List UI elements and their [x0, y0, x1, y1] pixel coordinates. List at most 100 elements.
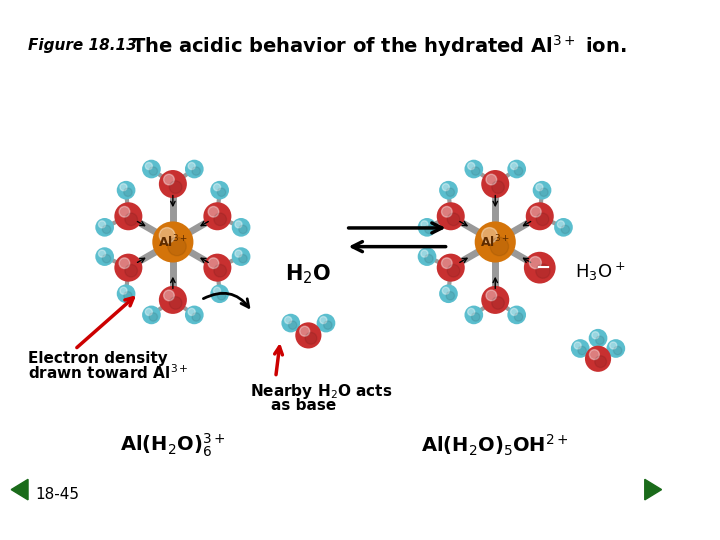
- Circle shape: [102, 254, 111, 263]
- Text: The acidic behavior of the hydrated Al$^{3+}$ ion.: The acidic behavior of the hydrated Al$^…: [131, 33, 626, 59]
- Circle shape: [486, 290, 497, 301]
- Circle shape: [441, 206, 452, 217]
- Circle shape: [300, 326, 310, 336]
- Circle shape: [169, 296, 182, 309]
- Circle shape: [114, 254, 143, 282]
- Circle shape: [526, 202, 554, 230]
- Circle shape: [159, 170, 187, 198]
- Circle shape: [486, 174, 497, 185]
- Circle shape: [425, 225, 433, 234]
- Circle shape: [492, 181, 505, 193]
- Circle shape: [145, 163, 153, 170]
- Circle shape: [210, 285, 229, 303]
- Circle shape: [149, 167, 158, 176]
- Circle shape: [536, 265, 549, 277]
- Circle shape: [490, 237, 508, 256]
- Circle shape: [142, 160, 161, 178]
- Circle shape: [442, 184, 449, 191]
- Circle shape: [472, 313, 480, 321]
- Circle shape: [418, 218, 436, 237]
- Circle shape: [217, 292, 226, 300]
- Circle shape: [169, 181, 182, 193]
- Circle shape: [439, 285, 458, 303]
- Circle shape: [99, 221, 106, 228]
- Circle shape: [446, 292, 454, 300]
- Circle shape: [437, 202, 464, 230]
- Circle shape: [514, 313, 523, 321]
- Circle shape: [289, 321, 297, 329]
- Circle shape: [188, 163, 195, 170]
- Circle shape: [421, 221, 428, 228]
- Circle shape: [163, 174, 174, 185]
- Circle shape: [125, 265, 138, 277]
- Circle shape: [239, 254, 247, 263]
- Circle shape: [540, 188, 548, 197]
- Circle shape: [232, 247, 251, 266]
- Circle shape: [536, 213, 549, 226]
- Circle shape: [574, 342, 581, 349]
- Circle shape: [482, 227, 498, 243]
- Circle shape: [214, 265, 227, 277]
- Circle shape: [554, 218, 573, 237]
- Circle shape: [95, 218, 114, 237]
- Circle shape: [421, 250, 428, 257]
- Circle shape: [447, 265, 460, 277]
- Circle shape: [585, 346, 611, 372]
- Circle shape: [610, 342, 617, 349]
- Circle shape: [589, 329, 608, 348]
- Text: Al$^{3+}$: Al$^{3+}$: [480, 234, 510, 250]
- Circle shape: [526, 254, 554, 282]
- Circle shape: [474, 221, 516, 262]
- Circle shape: [124, 292, 132, 300]
- Circle shape: [508, 306, 526, 324]
- Circle shape: [117, 285, 135, 303]
- Circle shape: [571, 339, 590, 358]
- Circle shape: [168, 237, 186, 256]
- Circle shape: [557, 221, 564, 228]
- Text: H$_3$O$^+$: H$_3$O$^+$: [575, 261, 625, 283]
- Circle shape: [510, 308, 518, 315]
- Circle shape: [606, 339, 625, 358]
- Circle shape: [232, 218, 251, 237]
- Circle shape: [464, 160, 483, 178]
- Circle shape: [282, 314, 300, 333]
- Circle shape: [305, 333, 317, 344]
- Circle shape: [447, 213, 460, 226]
- Circle shape: [510, 163, 518, 170]
- Circle shape: [492, 296, 505, 309]
- Text: drawn toward Al$^{3+}$: drawn toward Al$^{3+}$: [28, 363, 189, 382]
- Text: H$_2$O: H$_2$O: [285, 263, 331, 287]
- Circle shape: [590, 349, 599, 360]
- Circle shape: [481, 170, 509, 198]
- Circle shape: [508, 160, 526, 178]
- Circle shape: [185, 160, 204, 178]
- Circle shape: [214, 213, 227, 226]
- Circle shape: [163, 290, 174, 301]
- Text: Al$^{3+}$: Al$^{3+}$: [158, 234, 188, 250]
- Circle shape: [208, 206, 219, 217]
- Circle shape: [217, 188, 226, 197]
- Text: Figure 18.13: Figure 18.13: [28, 38, 137, 53]
- Circle shape: [578, 346, 586, 355]
- Circle shape: [114, 202, 143, 230]
- Circle shape: [192, 313, 200, 321]
- Circle shape: [533, 181, 552, 200]
- Circle shape: [317, 314, 336, 333]
- Circle shape: [464, 306, 483, 324]
- Circle shape: [595, 336, 604, 345]
- Circle shape: [214, 184, 220, 191]
- Circle shape: [441, 258, 452, 268]
- Circle shape: [468, 308, 474, 315]
- Circle shape: [561, 225, 570, 234]
- Text: Al(H$_2$O)$_6^{3+}$: Al(H$_2$O)$_6^{3+}$: [120, 432, 225, 460]
- Circle shape: [531, 258, 541, 268]
- Circle shape: [153, 221, 194, 262]
- Circle shape: [117, 181, 135, 200]
- Circle shape: [536, 264, 550, 278]
- Circle shape: [425, 254, 433, 263]
- Circle shape: [529, 256, 541, 268]
- Circle shape: [159, 227, 175, 243]
- Circle shape: [437, 254, 464, 282]
- Polygon shape: [644, 480, 662, 500]
- Circle shape: [145, 308, 153, 315]
